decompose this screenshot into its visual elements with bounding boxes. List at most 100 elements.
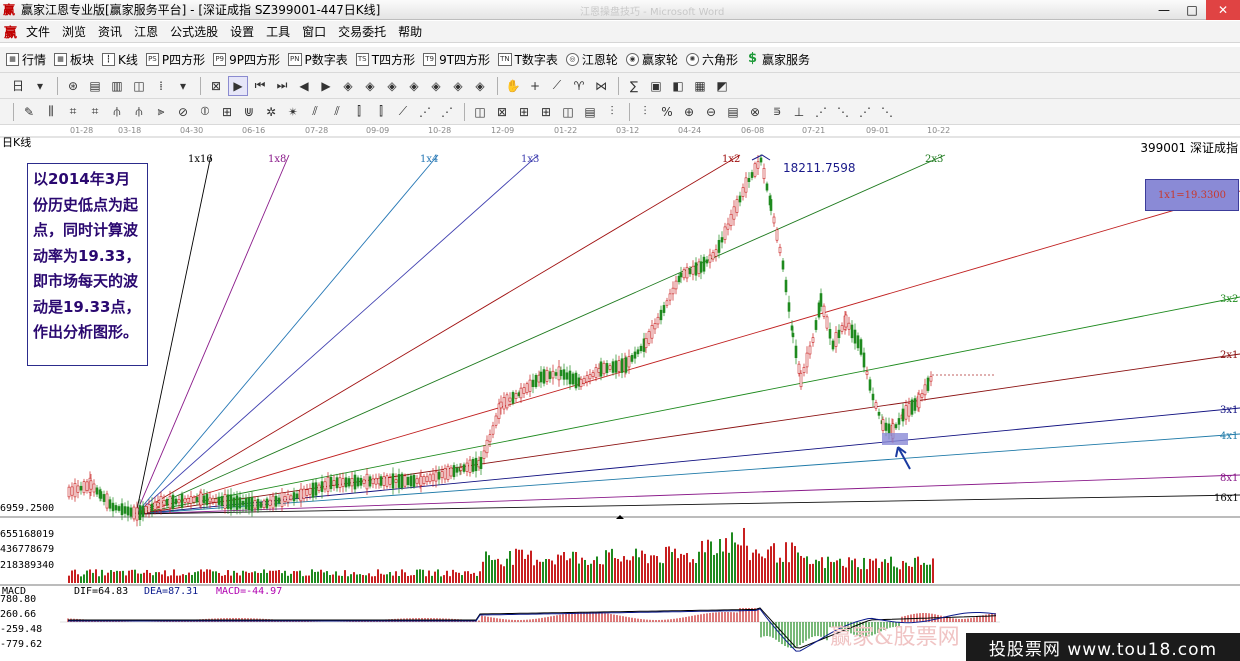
menu-window[interactable]: 窗口 bbox=[302, 24, 327, 39]
chart-tool-3-icon[interactable]: ▥ bbox=[111, 78, 123, 93]
chart-tool-6-icon[interactable]: ▾ bbox=[179, 78, 187, 93]
menu-settings[interactable]: 设置 bbox=[230, 24, 255, 39]
toolbar-9p-square-button[interactable]: P9 9P四方形 bbox=[213, 51, 280, 68]
chart-tool-18-icon[interactable]: ◈ bbox=[453, 78, 463, 93]
draw-tool-19-icon[interactable]: ⋰ bbox=[441, 104, 453, 119]
draw-tool-3-icon[interactable]: ⌗ bbox=[91, 104, 99, 118]
draw-tool-18-icon[interactable]: ⋰ bbox=[419, 104, 431, 119]
draw-tool-32-icon[interactable]: ⊗ bbox=[749, 104, 761, 119]
draw-tool-5-icon[interactable]: ⫛ bbox=[135, 104, 143, 118]
draw-tool-25-icon[interactable]: ▤ bbox=[584, 104, 596, 119]
chart-tool-12-icon[interactable]: ▶ bbox=[321, 78, 331, 93]
chart-tool-23-icon[interactable]: ♈ bbox=[573, 78, 585, 93]
toolbar-p-number-table-button[interactable]: PN P数字表 bbox=[288, 51, 348, 68]
chart-tool-4-icon[interactable]: ◫ bbox=[133, 78, 145, 93]
toolbar-t-square-button[interactable]: TS T四方形 bbox=[355, 51, 415, 68]
toolbar-sector-button[interactable]: ▦ 板块 bbox=[54, 51, 94, 68]
chart-tool-1-icon[interactable]: ⊛ bbox=[67, 78, 79, 93]
period-select[interactable]: 日 bbox=[11, 79, 24, 93]
chart-tool-29-icon[interactable]: ◩ bbox=[716, 78, 728, 93]
chart-tool-21-icon[interactable]: + bbox=[529, 78, 541, 93]
toolbar-dollar-button[interactable]: $ 赢家服务 bbox=[746, 51, 810, 68]
chart-tool-15-icon[interactable]: ◈ bbox=[387, 78, 397, 93]
draw-tool-13-icon[interactable]: ⫽ bbox=[312, 104, 318, 118]
chart-tool-5-icon[interactable]: ⁞ bbox=[159, 78, 163, 93]
draw-tool-31-icon[interactable]: ▤ bbox=[727, 104, 739, 119]
draw-tool-26-icon[interactable]: ⫶ bbox=[610, 104, 614, 118]
chart-tool-24-icon[interactable]: ⋈ bbox=[595, 78, 607, 93]
chart-tool-2-icon[interactable]: ▤ bbox=[89, 78, 101, 93]
toolbar-candlestick-button[interactable]: ┇ K线 bbox=[102, 51, 138, 68]
menu-info[interactable]: 资讯 bbox=[98, 24, 123, 39]
chart-tool-14-icon[interactable]: ◈ bbox=[365, 78, 375, 93]
draw-tool-11-icon[interactable]: ✲ bbox=[265, 104, 277, 119]
annotation-textbox[interactable]: 以2014年3月份历史低点为起点，同时计算波动率为19.33，即市场每天的波动是… bbox=[27, 163, 148, 366]
menu-browse[interactable]: 浏览 bbox=[62, 24, 87, 39]
toolbar-winner-wheel-button[interactable]: ◉ 赢家轮 bbox=[625, 51, 678, 68]
minimize-button[interactable]: — bbox=[1158, 3, 1170, 17]
draw-tool-1-icon[interactable]: ⫼ bbox=[48, 104, 54, 118]
draw-tool-27-icon[interactable]: ⫶ bbox=[643, 104, 647, 118]
toolbar-quotes-grid-button[interactable]: ▦ 行情 bbox=[6, 51, 46, 68]
menu-logo-icon[interactable]: 赢 bbox=[4, 26, 18, 41]
draw-tool-23-icon[interactable]: ⊞ bbox=[540, 104, 552, 119]
draw-tool-2-icon[interactable]: ⌗ bbox=[69, 104, 77, 118]
menu-tools[interactable]: 工具 bbox=[266, 24, 291, 39]
toolbar-hexagon-button[interactable]: ✺ 六角形 bbox=[685, 51, 738, 68]
chart-tool-8-icon[interactable]: ▶ bbox=[228, 75, 248, 96]
chart-tool-17-icon[interactable]: ◈ bbox=[431, 78, 441, 93]
chart-tool-27-icon[interactable]: ◧ bbox=[672, 78, 684, 93]
chart-tool-0-icon[interactable]: ▾ bbox=[36, 78, 44, 93]
draw-tool-10-icon[interactable]: ⋓ bbox=[243, 104, 255, 119]
chart-area[interactable]: 01-28 03-18 04-30 06-16 07-28 09-09 10-28 12-09… bbox=[0, 125, 1240, 661]
draw-tool-33-icon[interactable]: ⋾ bbox=[772, 104, 782, 119]
chart-tool-22-icon[interactable]: ⟋ bbox=[552, 78, 562, 92]
chart-tool-28-icon[interactable]: ▦ bbox=[694, 78, 706, 93]
draw-tool-14-icon[interactable]: ⫽ bbox=[334, 104, 340, 118]
draw-tool-8-icon[interactable]: ⦶ bbox=[200, 104, 210, 118]
toolbar-9t-square-button[interactable]: T9 9T四方形 bbox=[423, 51, 490, 68]
menu-help[interactable]: 帮助 bbox=[398, 24, 423, 39]
chart-tool-9-icon[interactable]: ⏮ bbox=[254, 78, 266, 92]
menu-file[interactable]: 文件 bbox=[26, 24, 51, 39]
chart-tool-25-icon[interactable]: ∑ bbox=[629, 78, 639, 93]
draw-tool-28-icon[interactable]: % bbox=[661, 104, 673, 119]
draw-tool-4-icon[interactable]: ⫛ bbox=[113, 104, 121, 118]
toolbar-p-square-button[interactable]: PS P四方形 bbox=[145, 51, 205, 68]
draw-tool-36-icon[interactable]: ⋱ bbox=[837, 104, 849, 119]
draw-tool-7-icon[interactable]: ⊘ bbox=[177, 104, 189, 119]
toolbar-t-number-table-button[interactable]: TN T数字表 bbox=[498, 51, 558, 68]
draw-tool-12-icon[interactable]: ✴ bbox=[287, 104, 299, 119]
close-button[interactable]: ✕ bbox=[1206, 0, 1240, 20]
toolbar-gann-wheel-button[interactable]: ◎ 江恩轮 bbox=[565, 51, 618, 68]
draw-tool-38-icon[interactable]: ⋱ bbox=[881, 104, 893, 119]
draw-tool-15-icon[interactable]: ⫿ bbox=[357, 104, 361, 118]
chart-tool-7-icon[interactable]: ⊠ bbox=[210, 78, 222, 93]
draw-tool-21-icon[interactable]: ⊠ bbox=[496, 104, 508, 119]
draw-tool-24-icon[interactable]: ◫ bbox=[562, 104, 574, 119]
draw-tool-9-icon[interactable]: ⊞ bbox=[221, 104, 233, 119]
draw-tool-6-icon[interactable]: ⫸ bbox=[157, 104, 165, 118]
maximize-button[interactable]: □ bbox=[1186, 3, 1198, 17]
draw-tool-35-icon[interactable]: ⋰ bbox=[815, 104, 827, 119]
draw-tool-22-icon[interactable]: ⊞ bbox=[518, 104, 530, 119]
draw-tool-29-icon[interactable]: ⊕ bbox=[683, 104, 695, 119]
gann-rate-label[interactable]: 1x1=19.3300 bbox=[1145, 179, 1239, 211]
draw-tool-0-icon[interactable]: ✎ bbox=[23, 104, 35, 119]
draw-tool-20-icon[interactable]: ◫ bbox=[474, 104, 486, 119]
chart-tool-11-icon[interactable]: ◀ bbox=[299, 78, 309, 93]
gann-fan-chart[interactable]: 1x16 1x8 1x4 1x3 1x2 2x3 3x2 2x1 3x1 4x1 8x1 16x1 18… bbox=[0, 125, 1240, 661]
menu-trade[interactable]: 交易委托 bbox=[338, 24, 387, 39]
menu-formula-screening[interactable]: 公式选股 bbox=[170, 24, 219, 39]
chart-tool-20-icon[interactable]: ✋ bbox=[505, 78, 521, 93]
chart-tool-10-icon[interactable]: ⏭ bbox=[276, 78, 288, 92]
draw-tool-16-icon[interactable]: ⫿ bbox=[379, 104, 383, 118]
draw-tool-17-icon[interactable]: ⟋ bbox=[398, 104, 408, 118]
chart-tool-19-icon[interactable]: ◈ bbox=[475, 78, 485, 93]
draw-tool-37-icon[interactable]: ⋰ bbox=[859, 104, 871, 119]
draw-tool-30-icon[interactable]: ⊖ bbox=[705, 104, 717, 119]
chart-tool-26-icon[interactable]: ▣ bbox=[650, 78, 662, 93]
chart-tool-16-icon[interactable]: ◈ bbox=[409, 78, 419, 93]
draw-tool-34-icon[interactable]: ⊥ bbox=[793, 104, 805, 119]
chart-tool-13-icon[interactable]: ◈ bbox=[343, 78, 353, 93]
